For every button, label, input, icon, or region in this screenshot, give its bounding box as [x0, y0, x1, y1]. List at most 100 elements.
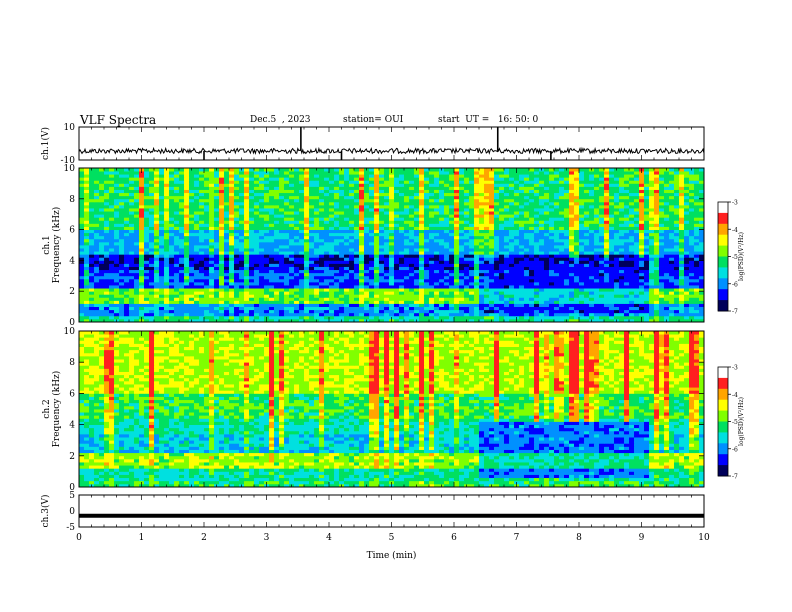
spectrogram-cell: [224, 202, 229, 205]
spectrogram-cell: [399, 307, 404, 310]
spectrogram-cell: [214, 282, 219, 285]
spectrogram-cell: [449, 227, 454, 230]
spectrogram-cell: [484, 263, 489, 266]
spectrogram-cell: [429, 310, 434, 313]
spectrogram-cell: [584, 310, 589, 313]
spectrogram-cell: [669, 276, 674, 279]
spectrogram-cell: [374, 254, 379, 257]
spectrogram-cell: [679, 251, 684, 254]
spectrogram-cell: [509, 242, 514, 245]
spectrogram-cell: [594, 294, 599, 297]
spectrogram-cell: [429, 233, 434, 236]
spectrogram-cell: [449, 307, 454, 310]
spectrogram-cell: [454, 257, 459, 260]
spectrogram-cell: [209, 316, 214, 319]
spectrogram-cell: [629, 304, 634, 307]
spectrogram-cell: [144, 220, 149, 223]
spectrogram-cell: [314, 300, 319, 303]
spectrogram-cell: [654, 263, 659, 266]
spectrogram-cell: [339, 227, 344, 230]
spectrogram-cell: [114, 310, 119, 313]
spectrogram-cell: [279, 220, 284, 223]
spectrogram-cell: [594, 316, 599, 319]
spectrogram-cell: [549, 288, 554, 291]
spectrogram-cell: [429, 276, 434, 279]
spectrogram-cell: [589, 254, 594, 257]
spectrogram-cell: [169, 223, 174, 226]
spectrogram-cell: [229, 257, 234, 260]
spectrogram-cell: [314, 297, 319, 300]
spectrogram-cell: [439, 270, 444, 273]
spectrogram-cell: [144, 245, 149, 248]
spectrogram-cell: [249, 233, 254, 236]
spectrogram-cell: [194, 285, 199, 288]
spectrogram-cell: [524, 294, 529, 297]
spectrogram-cell: [364, 297, 369, 300]
spectrogram-cell: [664, 273, 669, 276]
spectrogram-cell: [389, 263, 394, 266]
spectrogram-cell: [519, 313, 524, 316]
spectrogram-cell: [149, 285, 154, 288]
spectrogram-cell: [439, 223, 444, 226]
spectrogram-cell: [654, 239, 659, 242]
spectrogram-cell: [419, 270, 424, 273]
spectrogram-cell: [159, 313, 164, 316]
spectrogram-cell: [609, 297, 614, 300]
spectrogram-cell: [454, 307, 459, 310]
spectrogram-cell: [404, 205, 409, 208]
spectrogram-cell: [289, 233, 294, 236]
spectrogram-cell: [259, 254, 264, 257]
spectrogram-cell: [114, 297, 119, 300]
spectrogram-cell: [639, 251, 644, 254]
spectrogram-cell: [379, 245, 384, 248]
spectrogram-cell: [249, 291, 254, 294]
spectrogram-cell: [134, 202, 139, 205]
spectrogram-cell: [209, 251, 214, 254]
spectrogram-cell: [244, 217, 249, 220]
spectrogram-cell: [214, 233, 219, 236]
spectrogram-cell: [644, 279, 649, 282]
spectrogram-cell: [614, 248, 619, 251]
spectrogram-cell: [484, 307, 489, 310]
spectrogram-cell: [574, 285, 579, 288]
spectrogram-cell: [349, 282, 354, 285]
spectrogram-cell: [109, 270, 114, 273]
spectrogram-cell: [594, 310, 599, 313]
spectrogram-cell: [454, 276, 459, 279]
spectrogram-cell: [609, 310, 614, 313]
spectrogram-cell: [254, 205, 259, 208]
spectrogram-cell: [79, 273, 84, 276]
spectrogram-cell: [259, 205, 264, 208]
spectrogram-cell: [529, 248, 534, 251]
spectrogram-cell: [614, 263, 619, 266]
spectrogram-cell: [439, 316, 444, 319]
spectrogram-cell: [299, 316, 304, 319]
spectrogram-cell: [439, 260, 444, 263]
spectrogram-cell: [614, 316, 619, 319]
spectrogram-cell: [484, 310, 489, 313]
spectrogram-cell: [379, 208, 384, 211]
spectrogram-cell: [424, 291, 429, 294]
spectrogram-cell: [464, 214, 469, 217]
spectrogram-cell: [224, 313, 229, 316]
spectrogram-cell: [449, 260, 454, 263]
spectrogram-cell: [109, 223, 114, 226]
spectrogram-cell: [389, 223, 394, 226]
spectrogram-cell: [544, 233, 549, 236]
spectrogram-cell: [244, 257, 249, 260]
spectrogram-cell: [504, 223, 509, 226]
spectrogram-cell: [199, 205, 204, 208]
spectrogram-cell: [104, 316, 109, 319]
spectrogram-cell: [394, 263, 399, 266]
spectrogram-cell: [404, 227, 409, 230]
spectrogram-cell: [229, 288, 234, 291]
spectrogram-cell: [424, 214, 429, 217]
spectrogram-cell: [314, 211, 319, 214]
spectrogram-cell: [194, 291, 199, 294]
spectrogram-cell: [194, 202, 199, 205]
spectrogram-cell: [239, 202, 244, 205]
spectrogram-cell: [469, 307, 474, 310]
spectrogram-cell: [374, 208, 379, 211]
spectrogram-cell: [114, 220, 119, 223]
spectrogram-cell: [379, 217, 384, 220]
